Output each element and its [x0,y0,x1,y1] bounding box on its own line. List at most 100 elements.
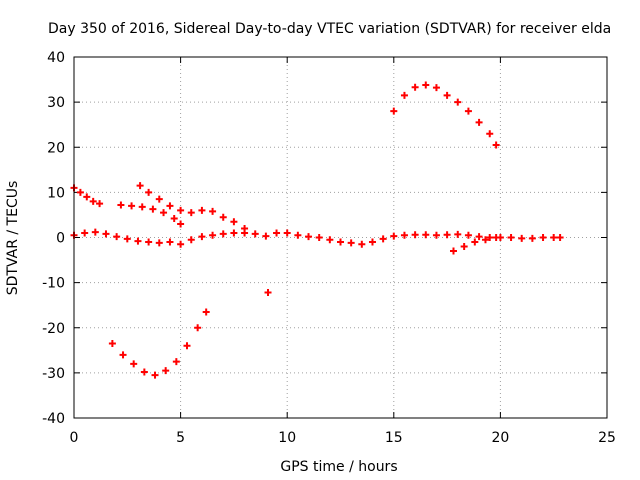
y-tick-label: 30 [47,95,65,111]
plot-frame [73,56,608,419]
series-decline-3h [136,182,249,232]
data-point [160,209,168,217]
data-point [507,234,515,241]
data-point [162,367,170,375]
data-point [556,234,564,241]
data-point [96,200,104,208]
x-tick-label: 20 [491,430,509,446]
data-point [454,230,462,238]
data-point [464,107,472,115]
data-point [481,236,489,244]
data-point [209,207,217,215]
x-axis-label: GPS time / hours [280,459,397,475]
data-point [454,98,462,106]
data-point [170,215,178,223]
data-point [475,233,483,241]
tick-labels: 0 5 10 15 20 25 -40 -30 -20 -10 0 10 20 30 40 [42,50,616,446]
data-point [390,107,398,115]
ticks [73,56,608,419]
data-point [102,230,110,238]
data-point [166,238,174,246]
data-point [119,351,127,359]
series-near-zero-band [70,228,564,248]
data-point [326,236,334,244]
data-point [198,206,206,214]
data-point [337,238,344,246]
data-point [81,229,89,237]
data-point [209,231,217,239]
data-point [230,218,238,226]
data-point [486,234,494,241]
data-point [400,231,408,239]
data-point [172,358,180,366]
data-points [70,81,564,379]
data-point [183,342,191,350]
data-point [219,213,227,221]
data-point [528,234,536,242]
data-point [138,203,146,211]
data-point [177,220,185,228]
data-point [151,371,159,379]
data-point [155,239,163,247]
data-point [492,141,500,149]
data-point [379,235,387,243]
data-point [390,232,398,240]
data-point [166,202,174,210]
x-tick-label: 5 [176,430,185,446]
y-axis-label: SDTVAR / TECUs [5,181,21,296]
y-tick-label: 10 [47,185,65,201]
x-tick-label: 10 [278,430,296,446]
data-point [149,205,157,213]
data-point [187,209,195,217]
data-point [518,234,526,242]
data-point [136,182,144,190]
data-point [145,188,153,196]
data-point [273,229,281,237]
series-plateau-2h [117,201,185,228]
data-point [400,91,408,99]
data-point [76,188,84,196]
data-point [294,231,302,239]
data-point [241,224,249,232]
data-point [177,206,185,214]
data-point [128,202,136,210]
data-point [108,340,116,348]
data-point [315,234,323,241]
data-point [89,197,97,205]
y-tick-label: -10 [42,276,65,292]
data-point [471,238,479,246]
x-tick-label: 15 [385,430,403,446]
data-point [460,243,468,251]
data-point [140,368,148,376]
data-point [443,231,451,239]
grid [74,57,607,418]
data-point [464,231,472,239]
data-point [219,230,227,238]
data-point [134,237,142,245]
data-point [550,234,558,241]
data-point [130,360,138,368]
data-point [443,91,451,99]
data-point [113,233,121,241]
data-point [411,231,419,239]
data-point [411,83,419,91]
series-small-ramp [449,234,500,255]
data-point [123,235,131,243]
y-tick-label: 40 [47,50,65,66]
data-point [358,240,366,248]
data-point [198,233,206,241]
data-point [230,229,238,237]
data-point [422,231,430,239]
chart-title: Day 350 of 2016, Sidereal Day-to-day VTE… [48,21,611,37]
data-point [422,81,430,89]
data-point [202,308,210,316]
data-point [187,236,195,244]
series-outlier [264,289,272,297]
x-tick-label: 0 [70,430,79,446]
data-point [486,130,494,138]
data-point [262,232,270,240]
data-point [432,84,440,92]
data-point [432,231,440,239]
data-point [475,118,483,126]
